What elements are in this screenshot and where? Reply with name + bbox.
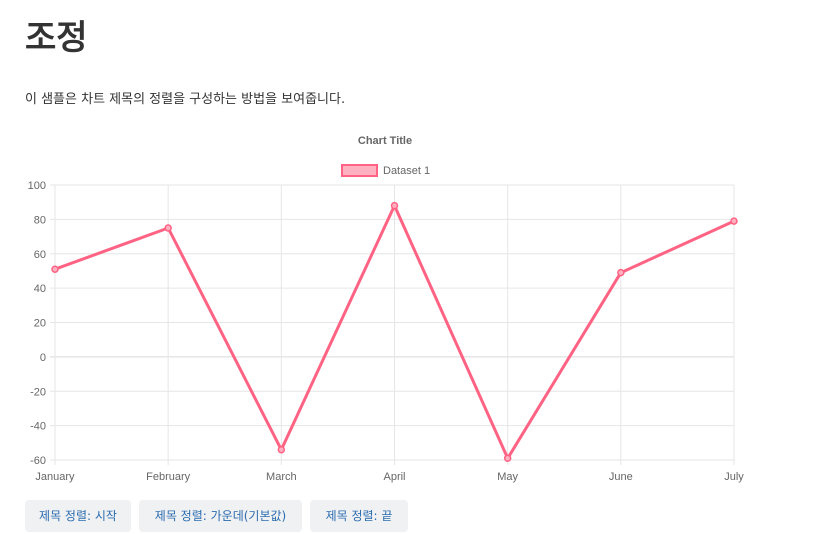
y-tick-label: -60 <box>30 455 46 467</box>
y-axis: 100 80 60 40 20 0 -20 -40 -60 <box>28 180 46 467</box>
chart-legend[interactable]: Dataset 1 <box>341 164 430 177</box>
x-tick-label: March <box>266 471 297 483</box>
data-point[interactable] <box>730 217 738 225</box>
data-point[interactable] <box>51 265 59 273</box>
y-tick-label: 20 <box>34 318 46 330</box>
align-start-button[interactable]: 제목 정렬: 시작 <box>25 500 131 532</box>
x-tick-label: February <box>146 471 191 483</box>
x-tick-label: June <box>609 471 633 483</box>
legend-label: Dataset 1 <box>383 165 430 177</box>
series-points <box>51 201 738 463</box>
x-axis: January February March April May June July <box>35 471 744 483</box>
data-point[interactable] <box>617 268 625 277</box>
x-tick-label: January <box>35 471 75 483</box>
data-point[interactable] <box>277 445 286 454</box>
align-center-button[interactable]: 제목 정렬: 가운데(기본값) <box>139 500 302 532</box>
grid-lines <box>50 184 735 465</box>
x-tick-label: April <box>383 471 405 483</box>
data-point[interactable] <box>164 224 172 232</box>
page-description: 이 샘플은 차트 제목의 정렬을 구성하는 방법을 보여줍니다. <box>25 92 346 107</box>
align-end-button[interactable]: 제목 정렬: 끝 <box>310 500 408 532</box>
y-tick-label: 0 <box>40 352 46 364</box>
legend-swatch <box>341 164 378 177</box>
page-title: 조정 <box>25 18 88 58</box>
button-row: 제목 정렬: 시작 제목 정렬: 가운데(기본값) 제목 정렬: 끝 <box>25 500 408 532</box>
y-tick-label: 100 <box>28 180 46 192</box>
y-tick-label: -40 <box>30 421 46 433</box>
x-tick-label: July <box>724 471 744 483</box>
y-tick-label: -20 <box>30 386 46 398</box>
data-point[interactable] <box>503 454 512 463</box>
line-chart: Chart Title Dataset 1 100 80 60 40 20 0 -20 -40… <box>28 135 745 483</box>
y-tick-label: 40 <box>34 283 46 295</box>
y-tick-label: 60 <box>34 249 46 261</box>
x-tick-label: May <box>497 471 518 483</box>
chart-title: Chart Title <box>358 135 412 147</box>
y-tick-label: 80 <box>34 214 46 226</box>
data-point[interactable] <box>390 201 399 210</box>
